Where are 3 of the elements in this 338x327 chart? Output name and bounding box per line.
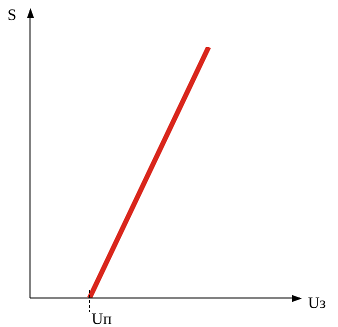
text: Uп — [92, 311, 112, 327]
x-axis-title: Uз — [308, 295, 326, 312]
y-axis-title: S — [8, 7, 16, 24]
